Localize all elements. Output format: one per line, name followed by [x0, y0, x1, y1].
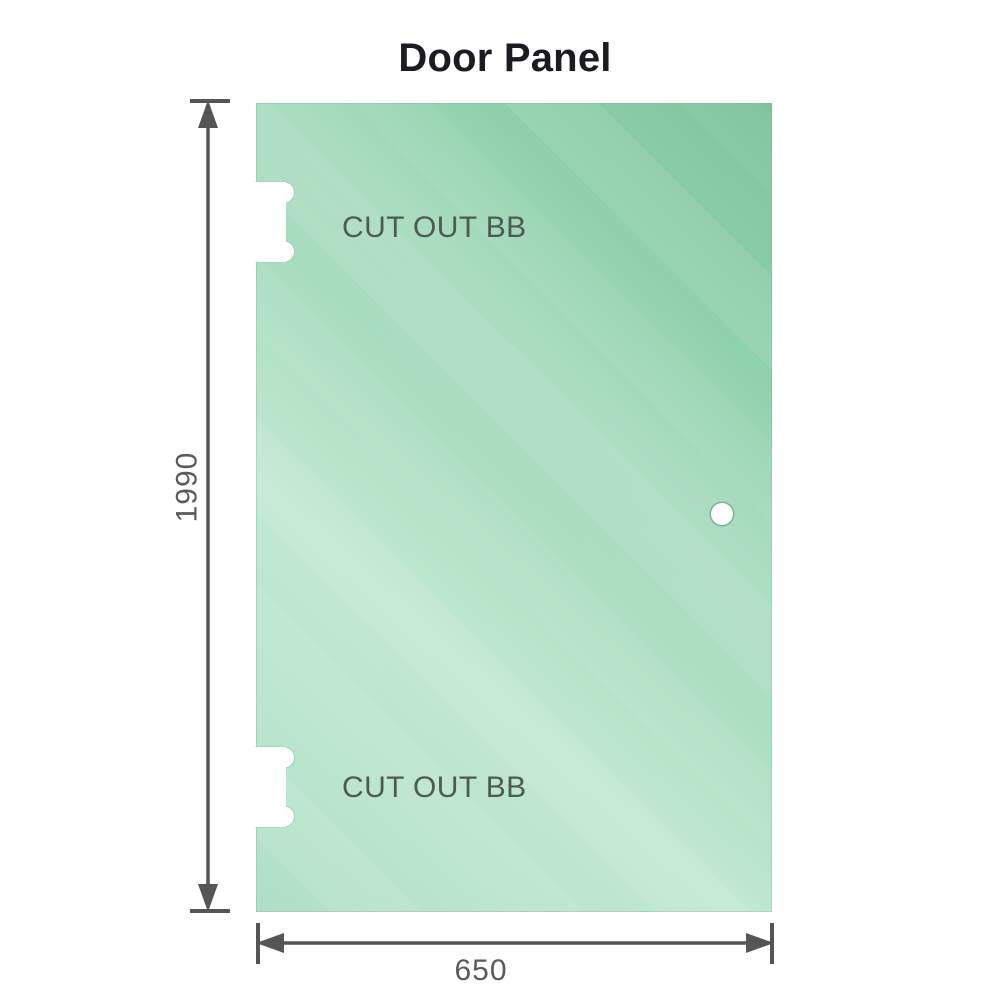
cutout-label-top: CUT OUT BB	[342, 211, 527, 244]
dimension-height	[160, 86, 230, 926]
cutout-top	[255, 179, 298, 265]
dimension-width	[240, 920, 800, 1000]
handle-hole	[711, 503, 733, 525]
glass-door-panel: CUT OUT BB CUT OUT BB	[255, 103, 772, 912]
dimension-height-value: 1990	[170, 451, 204, 523]
page-title: Door Panel	[398, 36, 612, 80]
panel-glass-fill	[256, 103, 772, 912]
dimension-width-value: 650	[454, 954, 508, 987]
cutout-bottom	[255, 744, 298, 830]
cutout-label-bottom: CUT OUT BB	[342, 771, 527, 804]
